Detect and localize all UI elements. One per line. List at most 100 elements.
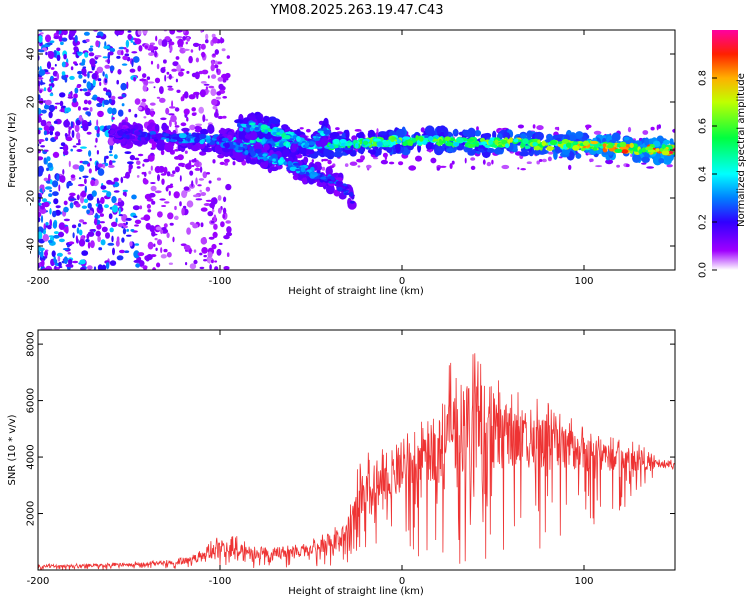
noise-speck — [222, 214, 226, 219]
descending-branch-halo — [302, 176, 308, 185]
noise-speck — [78, 229, 83, 236]
main-ridge-mark — [621, 149, 629, 154]
noise-speck — [212, 36, 218, 44]
noise-speck — [169, 45, 173, 52]
noise-speck — [77, 223, 82, 228]
halo-speck — [224, 162, 229, 166]
noise-speck — [147, 154, 155, 162]
noise-speck — [200, 192, 207, 196]
halo-speck — [366, 164, 372, 169]
noise-speck — [54, 265, 57, 270]
main-ridge-mark — [619, 141, 627, 147]
noise-speck — [114, 30, 121, 36]
noise-speck — [56, 30, 60, 35]
upper-branch-mark — [298, 142, 302, 146]
noise-speck — [44, 250, 48, 257]
upper-branch-mark — [312, 135, 317, 139]
upper-branch-mark — [254, 126, 260, 131]
noise-speck — [199, 189, 202, 193]
noise-speck — [189, 263, 197, 270]
noise-speck — [205, 186, 211, 192]
main-ridge-halo — [443, 127, 449, 138]
noise-speck — [111, 107, 117, 115]
halo-speck — [491, 159, 494, 165]
main-ridge-halo — [526, 130, 533, 139]
upper-branch-halo — [264, 134, 272, 140]
noise-speck — [62, 30, 68, 36]
snr-x-ticks: -200 -100 0 100 — [27, 330, 594, 587]
descending-branch-mark — [270, 153, 278, 159]
noise-speck — [84, 91, 91, 97]
noise-speck — [154, 190, 162, 194]
halo-speck — [568, 164, 572, 170]
x-tick-label: -100 — [209, 576, 232, 587]
noise-speck — [45, 51, 48, 56]
noise-speck — [200, 81, 207, 84]
noise-speck — [69, 192, 76, 197]
noise-speck — [214, 266, 219, 270]
upper-branch-mark — [279, 129, 284, 134]
noise-speck — [150, 182, 156, 184]
noise-speck — [83, 31, 90, 36]
noise-speck — [111, 196, 117, 204]
noise-speck — [100, 185, 107, 190]
halo-speck — [415, 155, 422, 162]
main-ridge-halo — [494, 148, 503, 155]
noise-speck — [186, 38, 190, 42]
noise-speck — [139, 78, 147, 82]
noise-speck — [183, 48, 190, 52]
noise-speck — [106, 191, 112, 198]
noise-speck — [157, 211, 163, 218]
noise-speck — [87, 71, 90, 79]
noise-speck — [192, 194, 200, 198]
noise-speck — [188, 94, 196, 100]
noise-speck — [109, 65, 115, 72]
noise-speck — [150, 165, 153, 171]
noise-speck — [168, 262, 173, 265]
noise-speck — [84, 52, 89, 58]
main-ridge-mark — [108, 135, 115, 138]
main-ridge-mark — [452, 142, 460, 147]
main-ridge-halo — [156, 138, 165, 147]
noise-speck — [82, 160, 89, 165]
noise-speck — [147, 81, 155, 84]
main-ridge-mark — [661, 144, 666, 150]
y-tick-label: 6000 — [26, 388, 37, 413]
noise-speck — [70, 66, 74, 71]
noise-speck — [38, 139, 45, 142]
noise-speck — [195, 57, 199, 63]
noise-speck — [127, 30, 132, 33]
noise-speck — [200, 222, 204, 228]
noise-speck — [46, 42, 53, 46]
noise-speck — [104, 204, 109, 209]
noise-speck — [57, 255, 61, 262]
main-ridge-mark — [468, 143, 474, 149]
halo-speck — [470, 165, 476, 170]
halo-speck — [486, 161, 492, 167]
noise-speck — [108, 181, 116, 185]
noise-speck — [61, 61, 66, 68]
main-ridge-halo — [658, 158, 665, 164]
noise-speck — [103, 99, 110, 106]
descending-branch-halo — [317, 180, 327, 187]
noise-speck — [103, 45, 110, 50]
noise-speck — [67, 96, 74, 99]
noise-speck — [43, 104, 50, 110]
noise-speck — [96, 223, 102, 230]
noise-speck — [148, 192, 156, 198]
main-ridge-mark — [582, 140, 590, 146]
main-ridge-mark — [147, 133, 151, 138]
noise-speck — [48, 125, 55, 132]
noise-speck — [169, 222, 174, 226]
halo-speck — [344, 163, 349, 168]
noise-speck — [100, 239, 106, 246]
main-ridge-mark — [156, 134, 162, 140]
noise-speck — [38, 247, 45, 252]
noise-speck — [211, 74, 217, 79]
noise-speck — [76, 85, 81, 88]
noise-speck — [131, 194, 137, 200]
noise-speck — [81, 250, 89, 256]
noise-speck — [201, 247, 208, 254]
noise-speck — [71, 224, 77, 229]
